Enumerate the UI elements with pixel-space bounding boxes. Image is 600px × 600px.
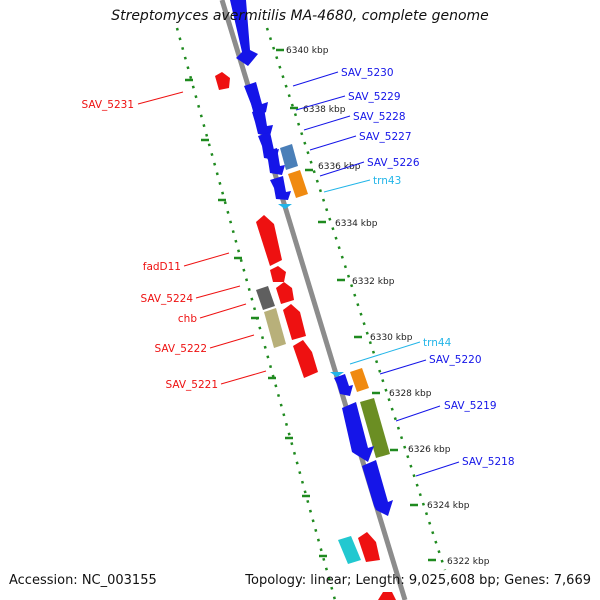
gene-label-chb[interactable]: chb <box>178 313 197 325</box>
gene-label-sav-5220[interactable]: SAV_5220 <box>429 354 482 366</box>
gene-arrow[interactable] <box>270 176 291 200</box>
gene-label-sav-5219[interactable]: SAV_5219 <box>444 400 497 412</box>
kbp-label: 6330 kbp <box>370 333 413 343</box>
gene-box-orange-2[interactable] <box>350 368 369 392</box>
gene-arrow-sav-5218[interactable] <box>362 460 393 516</box>
gene-label-sav-5222[interactable]: SAV_5222 <box>154 343 207 355</box>
gene-arrow-sav-5231[interactable] <box>215 72 230 90</box>
gene-arrow[interactable] <box>358 532 380 562</box>
kbp-label: 6334 kbp <box>335 219 378 229</box>
gene-label-sav-5231[interactable]: SAV_5231 <box>81 99 134 111</box>
gene-label-trn43[interactable]: trn43 <box>373 175 401 187</box>
gene-box-cyan[interactable] <box>338 536 361 564</box>
forward-strand-labels: SAV_5231 fadD11 SAV_5224 chb SAV_5222 SA… <box>81 91 267 391</box>
reverse-strand-labels: SAV_5230 SAV_5229 SAV_5228 SAV_5227 SAV_… <box>292 67 515 477</box>
gene-label-sav-5228[interactable]: SAV_5228 <box>353 111 406 123</box>
gene-box-khaki-chb[interactable] <box>264 308 286 348</box>
reverse-strand-genes <box>230 0 393 516</box>
gene-arrow-sav-5221[interactable] <box>293 340 318 378</box>
major-ticks <box>185 48 436 562</box>
gene-box-sav-5226b[interactable] <box>280 144 298 170</box>
gene-arrow[interactable] <box>230 0 258 66</box>
trna-trn43[interactable] <box>278 204 292 209</box>
gene-label-trn44[interactable]: trn44 <box>423 337 452 349</box>
gene-label-sav-5224[interactable]: SAV_5224 <box>140 293 193 305</box>
gene-label-sav-5227[interactable]: SAV_5227 <box>359 131 412 143</box>
kbp-label: 6324 kbp <box>427 501 470 511</box>
gene-label-sav-5229[interactable]: SAV_5229 <box>348 91 401 103</box>
genome-title: Streptomyces avermitilis MA-4680, comple… <box>111 8 489 24</box>
gene-box-olive-sav-5219[interactable] <box>360 398 390 458</box>
gene-arrow-sav-5220[interactable] <box>334 374 353 396</box>
gene-arrow-fadD11[interactable] <box>256 215 282 266</box>
gene-label-sav-5226[interactable]: SAV_5226 <box>367 157 420 169</box>
kbp-label: 6328 kbp <box>389 389 432 399</box>
kbp-label: 6338 kbp <box>303 105 346 115</box>
gene-arrow[interactable] <box>276 282 294 304</box>
gene-arrow[interactable] <box>378 592 396 600</box>
accession-text: Accession: NC_003155 <box>9 573 157 588</box>
kbp-label: 6332 kbp <box>352 277 395 287</box>
trna-trn44[interactable] <box>330 372 344 377</box>
kbp-label: 6326 kbp <box>408 445 451 455</box>
forward-strand-genes <box>215 72 396 600</box>
gene-label-sav-5218[interactable]: SAV_5218 <box>462 456 515 468</box>
kbp-label: 6340 kbp <box>286 46 329 56</box>
gene-box-orange[interactable] <box>288 170 308 198</box>
kbp-label: 6336 kbp <box>318 162 361 172</box>
gene-label-sav-5221[interactable]: SAV_5221 <box>165 379 218 391</box>
gene-arrow-sav-5219[interactable] <box>342 402 374 462</box>
kbp-label: 6322 kbp <box>447 557 490 567</box>
gene-label-fadD11[interactable]: fadD11 <box>143 261 181 273</box>
gene-arrow-sav-5226[interactable] <box>264 148 285 175</box>
gene-arrow[interactable] <box>270 266 286 282</box>
gene-box-grey-sav-5224[interactable] <box>256 286 275 310</box>
gene-arrow-sav-5228[interactable] <box>252 108 273 136</box>
gene-label-sav-5230[interactable]: SAV_5230 <box>341 67 394 79</box>
gene-arrow-sav-5222[interactable] <box>283 304 306 340</box>
genome-summary-text: Topology: linear; Length: 9,025,608 bp; … <box>245 573 591 588</box>
